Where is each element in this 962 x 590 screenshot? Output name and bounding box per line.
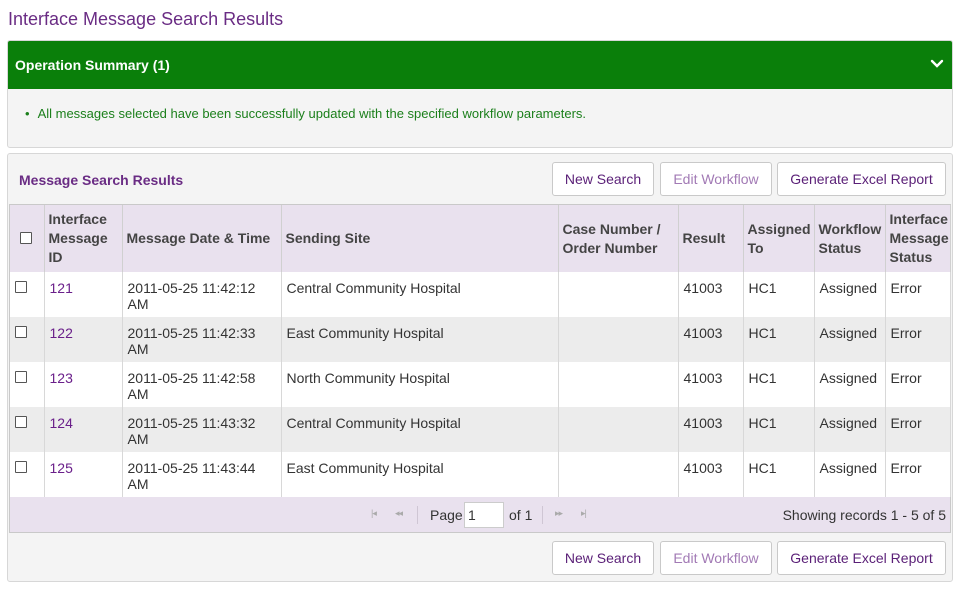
row-checkbox[interactable] [15,416,27,428]
col-header-result[interactable]: Result [678,205,744,272]
workflow-cell: Assigned [814,407,886,452]
status-cell: Error [885,407,951,452]
message-id-link[interactable]: 121 [49,280,73,296]
operation-summary-title: Operation Summary (1) [15,57,170,73]
col-header-site[interactable]: Sending Site [281,205,559,272]
site-cell: East Community Hospital [281,317,559,362]
workflow-cell: Assigned [814,272,886,317]
operation-summary-message: All messages selected have been successf… [37,106,587,121]
result-cell: 41003 [678,317,744,362]
row-checkbox[interactable] [15,281,27,293]
first-page-icon[interactable]: |◂ [371,508,377,518]
status-cell: Error [885,452,951,497]
workflow-cell: Assigned [814,452,886,497]
site-cell: North Community Hospital [281,362,559,407]
datetime-cell: 2011-05-25 11:42:58 AM [122,362,282,407]
case-cell [558,452,679,497]
operation-summary-header[interactable]: Operation Summary (1) [8,41,952,89]
assigned-cell: HC1 [743,362,815,407]
status-cell: Error [885,272,951,317]
next-page-icon[interactable]: ▸▸ [555,508,563,518]
edit-workflow-button[interactable]: Edit Workflow [660,162,772,196]
table-row: 123 2011-05-25 11:42:58 AM North Communi… [10,362,951,407]
results-grid: Interface Message ID Message Date & Time… [9,204,951,498]
assigned-cell: HC1 [743,317,815,362]
workflow-cell: Assigned [814,362,886,407]
case-cell [558,317,679,362]
new-search-button[interactable]: New Search [552,162,654,196]
col-header-workflow[interactable]: Workflow Status [814,205,886,272]
row-checkbox[interactable] [15,371,27,383]
datetime-cell: 2011-05-25 11:43:44 AM [122,452,282,497]
assigned-cell: HC1 [743,407,815,452]
datetime-cell: 2011-05-25 11:42:12 AM [122,272,282,317]
select-all-cell [10,205,45,272]
pager: |◂ ◂◂ Page 1 of 1 ▸▸ ▸| Showing records … [9,497,951,533]
row-checkbox[interactable] [15,326,27,338]
col-header-datetime[interactable]: Message Date & Time [122,205,282,272]
status-cell: Error [885,362,951,407]
table-row: 125 2011-05-25 11:43:44 AM East Communit… [10,452,951,497]
table-row: 121 2011-05-25 11:42:12 AM Central Commu… [10,272,951,317]
message-id-link[interactable]: 123 [49,370,73,386]
table-row: 122 2011-05-25 11:42:33 AM East Communit… [10,317,951,362]
select-all-checkbox[interactable] [20,232,32,244]
bullet-icon: • [25,106,30,121]
operation-summary-body: • All messages selected have been success… [8,89,952,121]
message-id-link[interactable]: 122 [49,325,73,341]
pager-separator [542,506,543,524]
message-id-link[interactable]: 125 [49,460,73,476]
generate-excel-report-button[interactable]: Generate Excel Report [777,162,946,196]
page-title: Interface Message Search Results [8,9,284,29]
result-cell: 41003 [678,362,744,407]
workflow-cell: Assigned [814,317,886,362]
prev-page-icon[interactable]: ◂◂ [395,508,403,518]
col-header-assigned[interactable]: Assigned To [743,205,815,272]
result-cell: 41003 [678,407,744,452]
edit-workflow-button-bottom[interactable]: Edit Workflow [660,541,772,575]
chevron-down-icon[interactable] [930,57,944,71]
pager-separator [417,506,418,524]
col-header-id[interactable]: Interface Message ID [44,205,123,272]
generate-excel-report-button-bottom[interactable]: Generate Excel Report [777,541,946,575]
results-title: Message Search Results [19,172,184,188]
site-cell: East Community Hospital [281,452,559,497]
case-cell [558,407,679,452]
new-search-button-bottom[interactable]: New Search [552,541,654,575]
records-summary: Showing records 1 - 5 of 5 [782,507,946,523]
datetime-cell: 2011-05-25 11:42:33 AM [122,317,282,362]
site-cell: Central Community Hospital [281,407,559,452]
operation-summary-panel: Operation Summary (1) • All messages sele… [7,40,953,148]
datetime-cell: 2011-05-25 11:43:32 AM [122,407,282,452]
site-cell: Central Community Hospital [281,272,559,317]
last-page-icon[interactable]: ▸| [581,508,587,518]
assigned-cell: HC1 [743,272,815,317]
page-label: Page [430,507,463,523]
results-panel: Message Search Results New Search Edit W… [7,153,953,582]
table-row: 124 2011-05-25 11:43:32 AM Central Commu… [10,407,951,452]
result-cell: 41003 [678,272,744,317]
page-number-input[interactable]: 1 [464,502,504,528]
assigned-cell: HC1 [743,452,815,497]
status-cell: Error [885,317,951,362]
message-id-link[interactable]: 124 [49,415,73,431]
row-checkbox[interactable] [15,461,27,473]
col-header-status[interactable]: Interface Message Status [885,205,951,272]
case-cell [558,272,679,317]
page-count-label: of 1 [509,507,533,523]
col-header-case[interactable]: Case Number / Order Number [558,205,679,272]
result-cell: 41003 [678,452,744,497]
case-cell [558,362,679,407]
grid-header-row: Interface Message ID Message Date & Time… [10,205,951,272]
